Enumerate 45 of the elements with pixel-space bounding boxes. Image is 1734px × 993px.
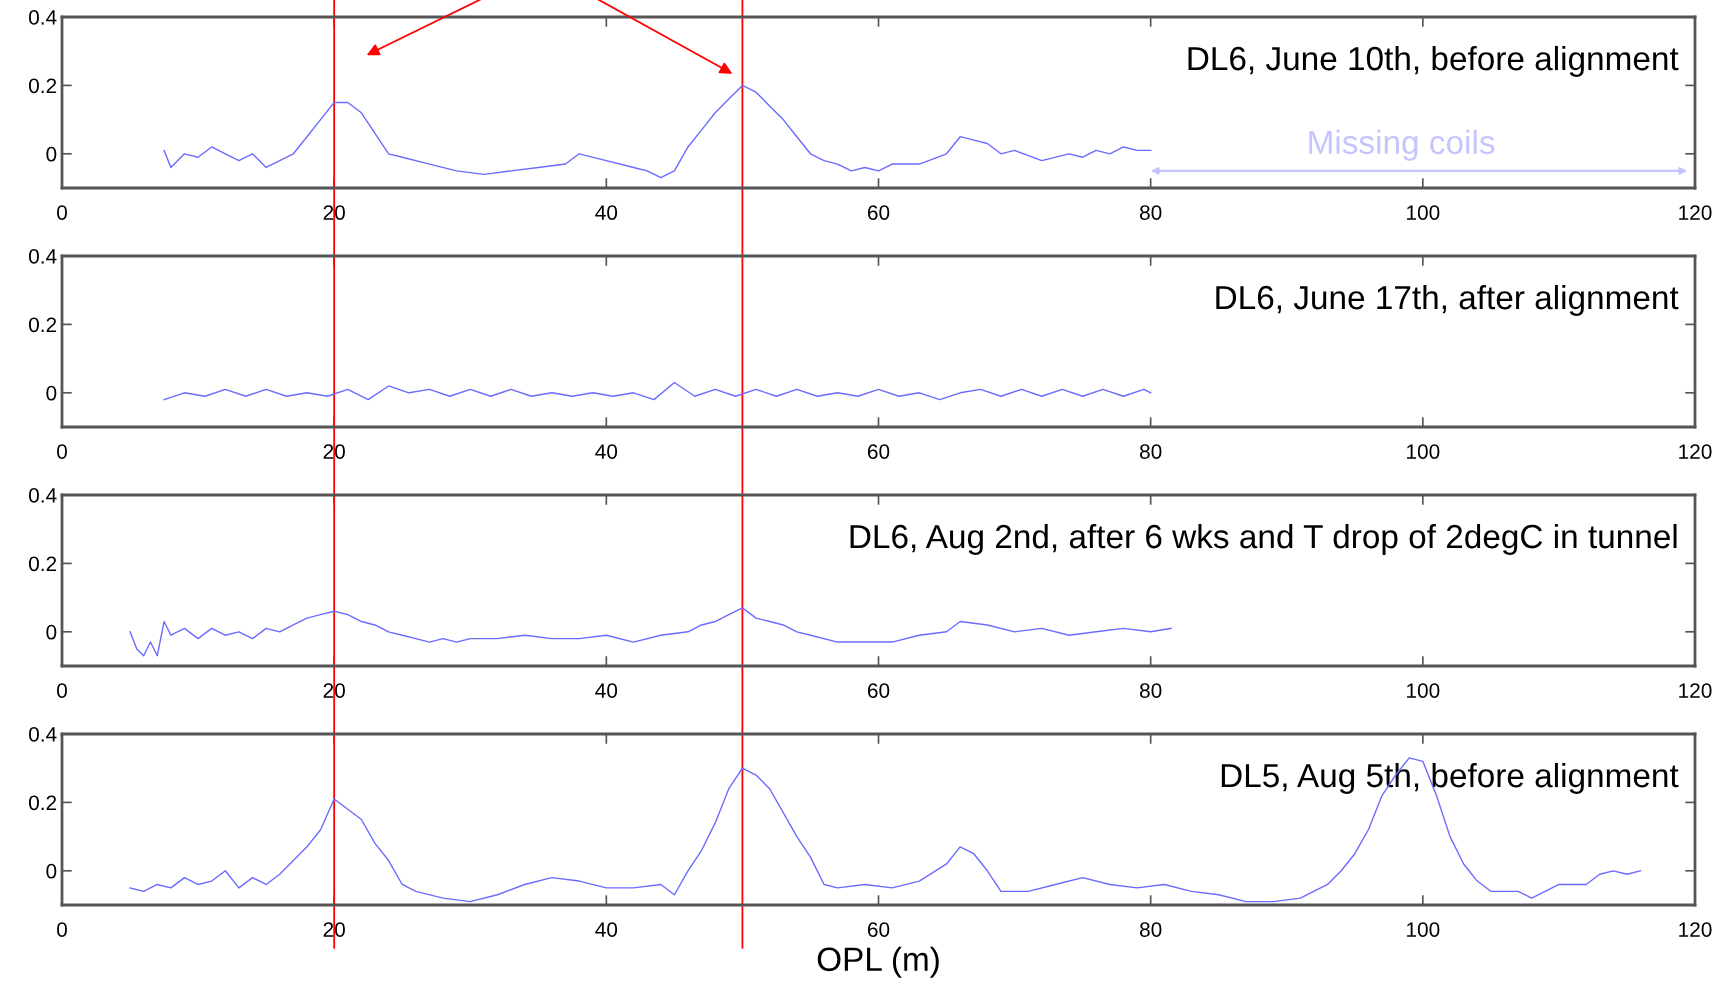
y-tick-label: 0 [46, 146, 57, 162]
x-tick-label: 0 [57, 922, 67, 937]
x-axis-title: OPL (m) [817, 946, 939, 978]
x-tick-label: 60 [867, 444, 890, 459]
y-tick-label: 0 [46, 385, 57, 401]
x-tick-label: 0 [57, 683, 67, 698]
line-series [163, 84, 1152, 179]
x-tick-label: 0 [57, 205, 67, 220]
x-tick-label: 40 [595, 922, 618, 937]
x-tick-label: 100 [1407, 444, 1440, 459]
x-tick-label: 60 [867, 922, 890, 937]
text: DL6, June 10th, before alignment [1188, 45, 1679, 77]
x-tick-label: 120 [1679, 922, 1712, 937]
x-tick-label: 40 [595, 444, 618, 459]
y-tick-label: 0.2 [28, 795, 57, 811]
line-series [129, 607, 1172, 657]
line-series [163, 381, 1152, 401]
x-tick-label: 40 [595, 205, 618, 220]
x-tick-label: 60 [867, 205, 890, 220]
text: DL6, June 17th, after alignment [1216, 284, 1679, 316]
x-tick-label: 80 [1139, 922, 1162, 937]
text: DL5, Aug 5th, before alignment [1221, 762, 1679, 794]
x-tick-label: 80 [1139, 205, 1162, 220]
y-tick-label: 0 [46, 863, 57, 879]
x-tick-label: 60 [867, 683, 890, 698]
y-tick-label: 0.2 [28, 317, 57, 333]
x-tick-label: 80 [1139, 683, 1162, 698]
annotation: Missing coils [1309, 129, 1495, 161]
x-tick-label: 120 [1679, 683, 1712, 698]
y-tick-label: 0.4 [28, 249, 57, 264]
x-tick-label: 120 [1679, 444, 1712, 459]
x-tick-label: 120 [1679, 205, 1712, 220]
y-tick-label: 0.2 [28, 556, 57, 572]
x-tick-label: 100 [1407, 922, 1440, 937]
x-tick-label: 100 [1407, 205, 1440, 220]
y-tick-label: 0.2 [28, 78, 57, 94]
x-tick-label: 100 [1407, 683, 1440, 698]
y-tick-label: 0.4 [28, 488, 57, 503]
text: DL6, Aug 2nd, after 6 wks and T drop of 2degC in tunnel [850, 523, 1677, 555]
y-tick-label: 0 [46, 624, 57, 640]
y-tick-label: 0.4 [28, 10, 57, 25]
x-tick-label: 40 [595, 683, 618, 698]
x-tick-label: 0 [57, 444, 67, 459]
y-tick-label: 0.4 [28, 727, 57, 742]
x-tick-label: 80 [1139, 444, 1162, 459]
